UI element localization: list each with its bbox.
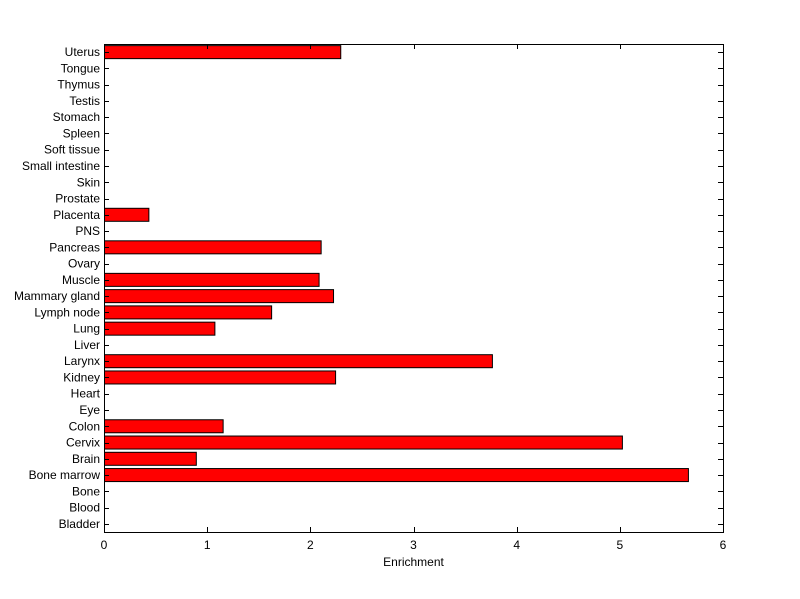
bar-brain [104,451,197,466]
y-tick-label: Thymus [57,78,100,92]
bar-lymph-node [104,305,273,320]
y-tick-label: Bladder [59,517,100,531]
bar-larynx [104,354,493,369]
y-tick-label: Bone marrow [29,468,101,482]
y-tick-label: Eye [79,403,100,417]
bar-kidney [104,370,337,385]
y-tick-label: Prostate [55,192,100,206]
x-tick-label: 4 [513,538,520,552]
x-tick-label: 5 [616,538,623,552]
y-tick-label: Bone [72,484,100,498]
y-tick-label: PNS [75,224,100,238]
y-tick-label: Uterus [65,45,100,59]
y-tick-label: Cervix [66,436,100,450]
bars-layer [104,45,689,483]
y-tick-label: Spleen [63,126,100,140]
x-tick-label: 1 [204,538,211,552]
bar-muscle [104,272,320,287]
ticks-layer [104,44,724,532]
y-tick-label: Colon [69,419,100,433]
bar-mammary-gland [104,289,335,304]
y-tick-label: Soft tissue [44,143,100,157]
bar-placenta [104,207,150,222]
y-tick-label: Blood [69,501,100,515]
bar-uterus [104,45,342,60]
bar-bone-marrow [104,468,689,483]
y-tick-label: Testis [69,94,100,108]
x-axis-title: Enrichment [383,555,444,569]
x-tick-label: 3 [410,538,417,552]
y-tick-label: Pancreas [49,240,100,254]
plot-frame [104,44,724,533]
y-tick-label: Mammary gland [14,289,100,303]
y-tick-label: Kidney [63,370,100,384]
y-tick-label: Muscle [62,273,100,287]
y-tick-label: Skin [77,175,100,189]
bar-cervix [104,435,623,450]
y-tick-label: Heart [71,387,101,401]
y-tick-label: Brain [72,452,100,466]
y-tick-label: Stomach [53,110,100,124]
y-tick-label: Lung [73,322,100,336]
x-tick-label: 2 [307,538,314,552]
y-tick-label: Ovary [68,257,100,271]
bar-colon [104,419,224,434]
bar-pancreas [104,240,322,255]
x-tick-label: 0 [101,538,108,552]
y-tick-label: Lymph node [34,305,100,319]
labels-layer: Bladder Blood Bone Bone marrow Brain Cervix Co… [14,45,727,552]
y-tick-label: Tongue [61,61,101,75]
y-tick-label: Larynx [64,354,100,368]
y-tick-label: Placenta [53,208,100,222]
y-tick-label: Liver [74,338,100,352]
bar-lung [104,321,216,336]
x-tick-label: 6 [720,538,727,552]
y-tick-label: Small intestine [22,159,100,173]
